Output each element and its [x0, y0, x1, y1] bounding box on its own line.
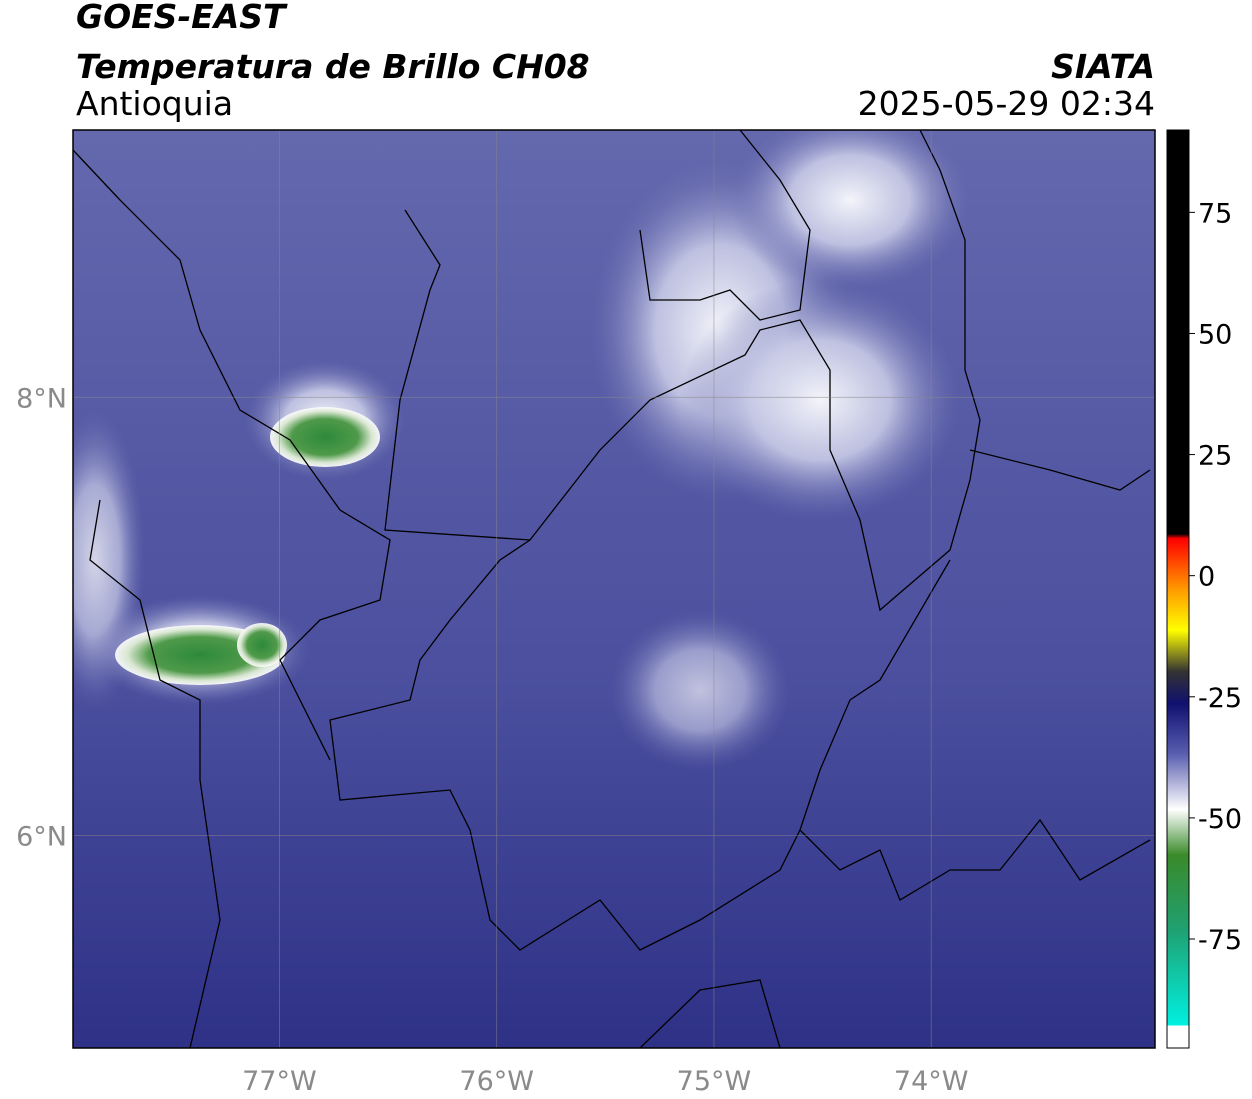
colorbar	[1166, 129, 1190, 1049]
x-tick-label: 77°W	[242, 1066, 317, 1097]
title-region: Antioquia	[76, 84, 233, 123]
colorbar-tick-label: -25	[1198, 683, 1242, 714]
grid	[73, 130, 1155, 1048]
borders	[73, 130, 1151, 1048]
colorbar-tick-label: -75	[1198, 925, 1242, 956]
colorbar-tick-label: 75	[1198, 198, 1232, 229]
x-tick-label: 76°W	[459, 1066, 534, 1097]
title-satellite: GOES-EAST	[76, 0, 288, 36]
colorbar-tick-label: -50	[1198, 804, 1242, 835]
map-frame	[72, 129, 1156, 1049]
colorbar-tick-label: 0	[1198, 562, 1215, 593]
y-tick-label: 8°N	[16, 383, 67, 414]
y-tick-label: 6°N	[16, 821, 67, 852]
satellite-image	[73, 130, 1155, 1048]
colorbar-tick-label: 50	[1198, 319, 1232, 350]
x-tick-label: 74°W	[894, 1066, 969, 1097]
colorbar-tick-label: 25	[1198, 441, 1232, 472]
title-datetime: 2025-05-29 02:34	[858, 84, 1155, 123]
x-tick-label: 75°W	[677, 1066, 752, 1097]
title-product: Temperatura de Brillo CH08	[76, 47, 590, 86]
title-agency: SIATA	[1051, 47, 1155, 86]
